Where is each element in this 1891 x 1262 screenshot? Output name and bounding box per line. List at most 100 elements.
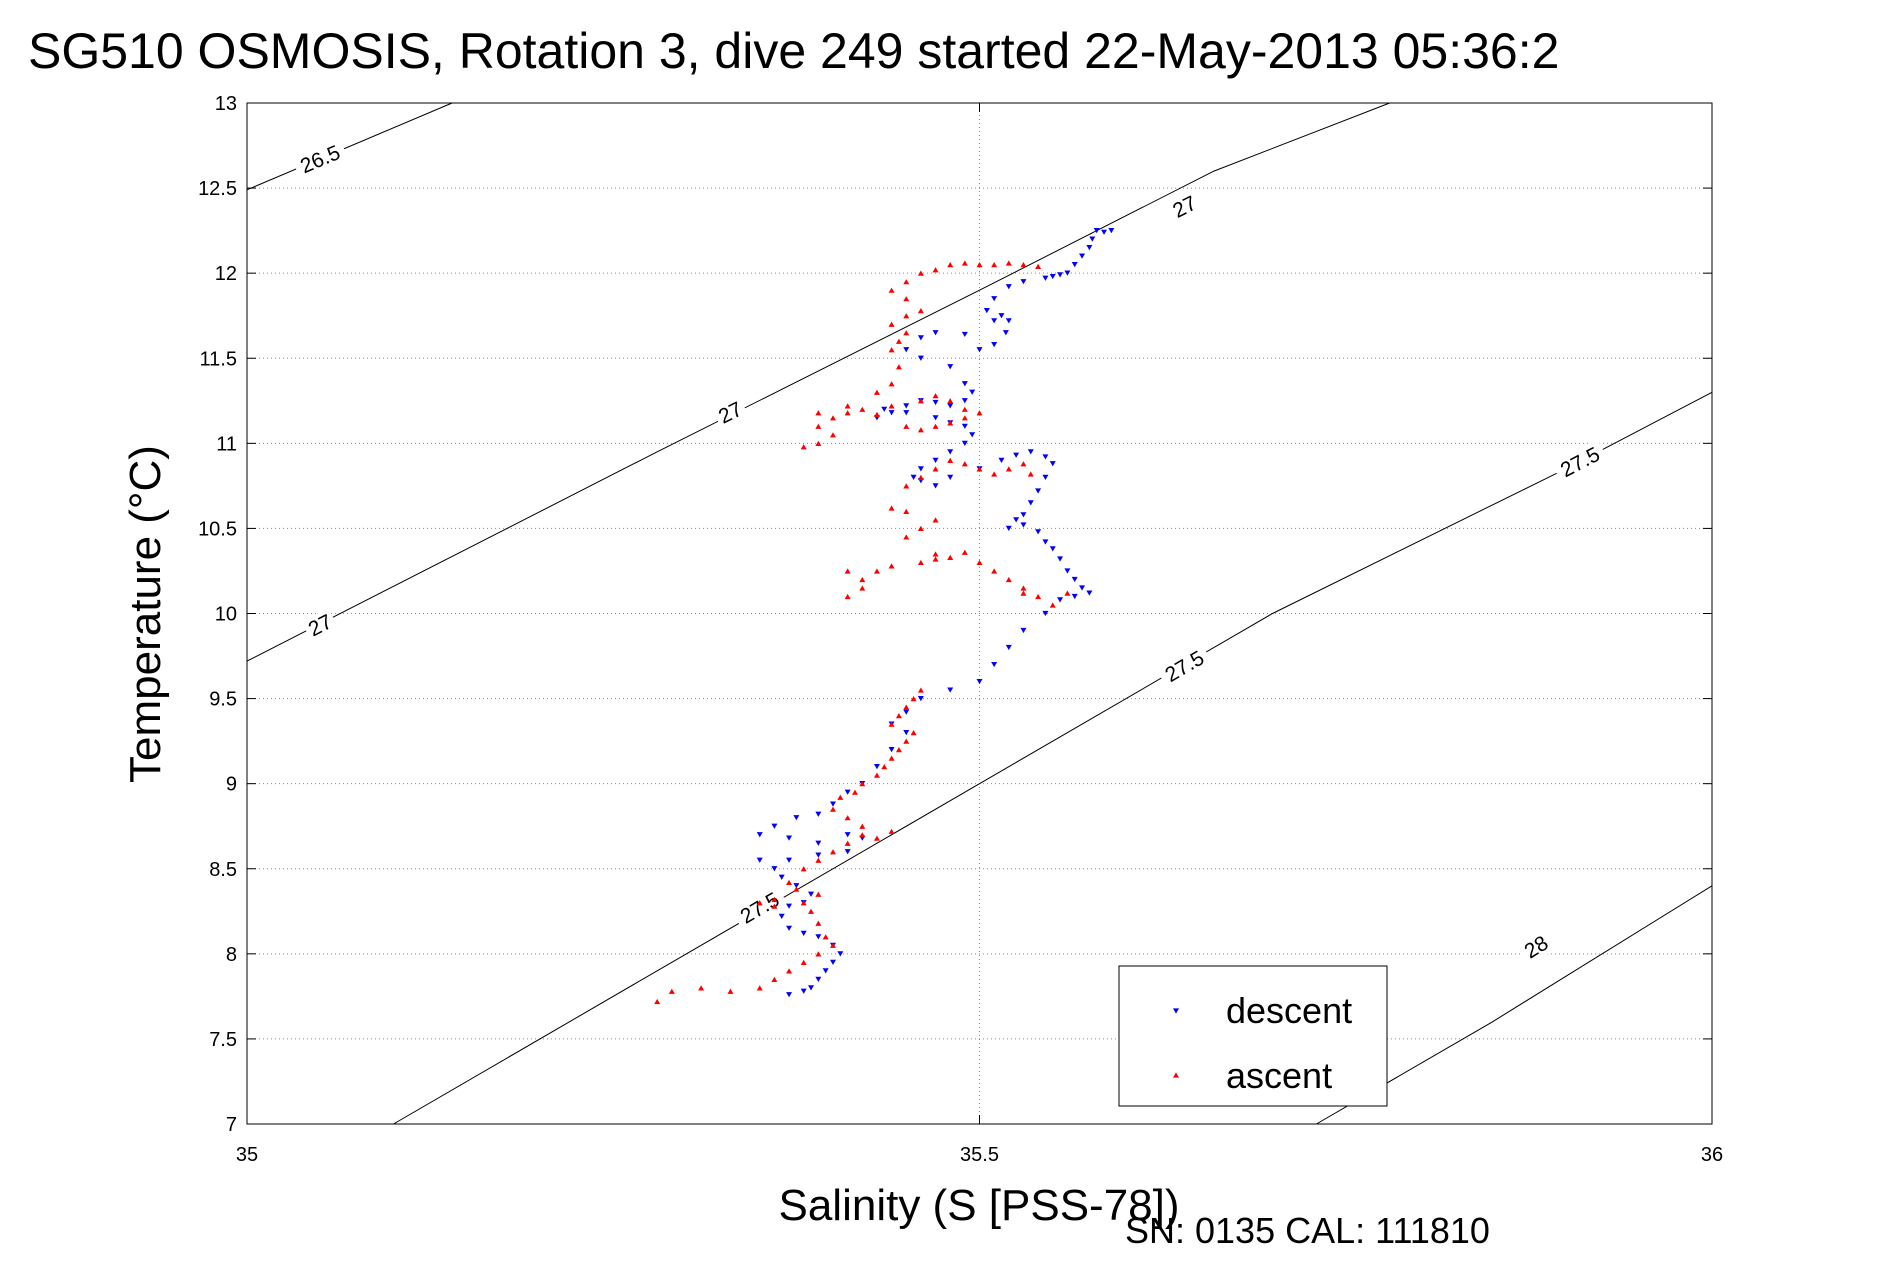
ascent-point [888,287,895,293]
ascent-point [888,403,895,409]
descent-point [1057,272,1064,278]
ascent-point [859,832,866,838]
descent-point [1005,525,1012,532]
ascent-point [932,556,939,562]
descent-point [888,747,895,753]
isopycnal-27 [246,102,1390,662]
descent-point [1071,576,1078,583]
descent-point [932,330,939,336]
ascent-point [830,849,836,855]
ascent-point [888,755,895,761]
descent-point [793,815,800,821]
ascent-point [888,381,895,387]
ascent-point [873,772,880,778]
descent-point [756,832,763,838]
descent-point [932,399,939,406]
ascent-point [917,307,924,314]
descent-point [800,988,807,994]
ascent-point [844,568,851,574]
ascent-point [991,262,998,268]
legend: descent ascent [1118,965,1388,1107]
x-tick-label: 35 [236,1144,258,1166]
ascent-point [947,420,954,426]
ascent-point [895,338,902,344]
chart-title: SG510 OSMOSIS, Rotation 3, dive 249 star… [28,23,1559,79]
ascent-point [895,712,902,719]
descent-point [903,403,910,409]
ascent-point [771,903,778,909]
descent-point [1086,590,1093,596]
ascent-point [859,406,866,412]
y-tick-label: 8.5 [209,859,237,881]
ascent-point [771,896,778,902]
ascent-point [1035,263,1042,269]
descent-point [903,347,910,353]
ascent-point [917,427,924,433]
ascent-point [976,466,983,472]
descent-point [1089,236,1096,242]
descent-point [1079,253,1086,259]
ascent-point [786,879,793,885]
descent-point [976,347,983,353]
descent-point [808,891,815,897]
ascent-point [698,985,705,991]
ascent-point [917,687,924,693]
descent-point [1020,279,1027,285]
descent-point [771,823,778,829]
descent-point [778,913,785,920]
ascent-point [917,559,924,566]
ascent-point [830,432,836,438]
ascent-point [947,262,954,268]
legend-descent-symbol [1173,1008,1179,1014]
y-tick-label: 11 [216,433,237,455]
ascent-point [756,900,763,906]
ascent-point [844,815,851,821]
y-tick-label: 7 [226,1114,237,1136]
y-tick-label: 13 [215,93,237,115]
ascent-point [903,313,910,319]
y-tick-label: 10.5 [198,518,237,540]
descent-point [1005,644,1012,651]
legend-ascent-label: ascent [1226,1055,1332,1096]
descent-point [786,857,793,863]
ascent-point [815,857,822,863]
ascent-point [961,406,968,412]
descent-point [932,457,939,463]
ascent-point [873,835,880,841]
ascent-point [976,410,983,416]
descent-point [961,440,968,446]
descent-point [961,423,968,429]
descent-point [969,432,976,438]
descent-point [800,930,807,937]
ascent-point [947,398,954,404]
ascent-point [1020,590,1027,596]
descent-point [998,457,1005,463]
ascent-point [1020,585,1027,591]
y-axis-label: Temperature (°C) [121,445,170,783]
descent-point [771,866,778,872]
descent-point [1005,318,1012,324]
descent-point [961,331,968,338]
descent-point [917,695,924,702]
descent-point [1108,228,1115,234]
ascent-point [903,534,910,540]
ascent-point [903,423,910,429]
ascent-point [888,505,895,511]
descent-point [903,730,910,736]
y-tick-label: 9 [226,774,237,796]
descent-point [881,406,888,412]
y-tick-label: 8 [226,944,237,966]
descent-point [1071,593,1078,600]
ascent-point [903,704,910,710]
descent-point [1079,585,1086,591]
descent-point [786,992,793,998]
ascent-point [991,568,998,574]
descent-point [1049,546,1056,552]
descent-point [830,801,836,807]
descent-point [837,951,844,957]
ascent-point [800,959,807,965]
ascent-point [910,730,917,736]
y-tick-label: 12.5 [198,178,237,200]
descent-point [983,307,990,314]
ascent-point [844,593,851,600]
